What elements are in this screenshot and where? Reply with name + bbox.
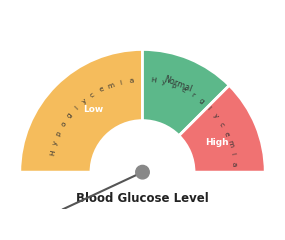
Text: H: H [49,150,56,156]
Text: r: r [190,92,196,98]
Text: y: y [81,97,88,105]
Text: m: m [226,139,234,148]
Text: g: g [66,112,74,119]
Text: H: H [150,78,157,84]
Text: c: c [89,91,96,98]
Text: c: c [218,121,225,128]
Text: y: y [212,113,219,120]
Text: Normal: Normal [162,75,193,94]
Text: g: g [197,97,205,105]
Wedge shape [20,49,142,172]
Text: p: p [171,82,177,89]
Wedge shape [92,122,193,172]
Circle shape [136,165,149,179]
Text: y: y [52,140,59,146]
Text: y: y [161,79,167,86]
Text: i: i [229,152,236,155]
Text: e: e [98,86,105,93]
Text: m: m [107,82,115,90]
Text: e: e [180,86,187,93]
Text: High: High [205,138,228,147]
Text: a: a [231,162,237,167]
Text: a: a [129,78,134,84]
Text: l: l [206,105,211,111]
Wedge shape [142,49,229,136]
Text: i: i [119,79,123,86]
Text: o: o [60,121,68,128]
Text: Low: Low [83,105,103,114]
Text: e: e [223,131,230,137]
Wedge shape [179,85,265,172]
Text: p: p [55,130,63,137]
Text: l: l [74,105,80,111]
Text: Blood Glucose Level: Blood Glucose Level [76,192,209,205]
